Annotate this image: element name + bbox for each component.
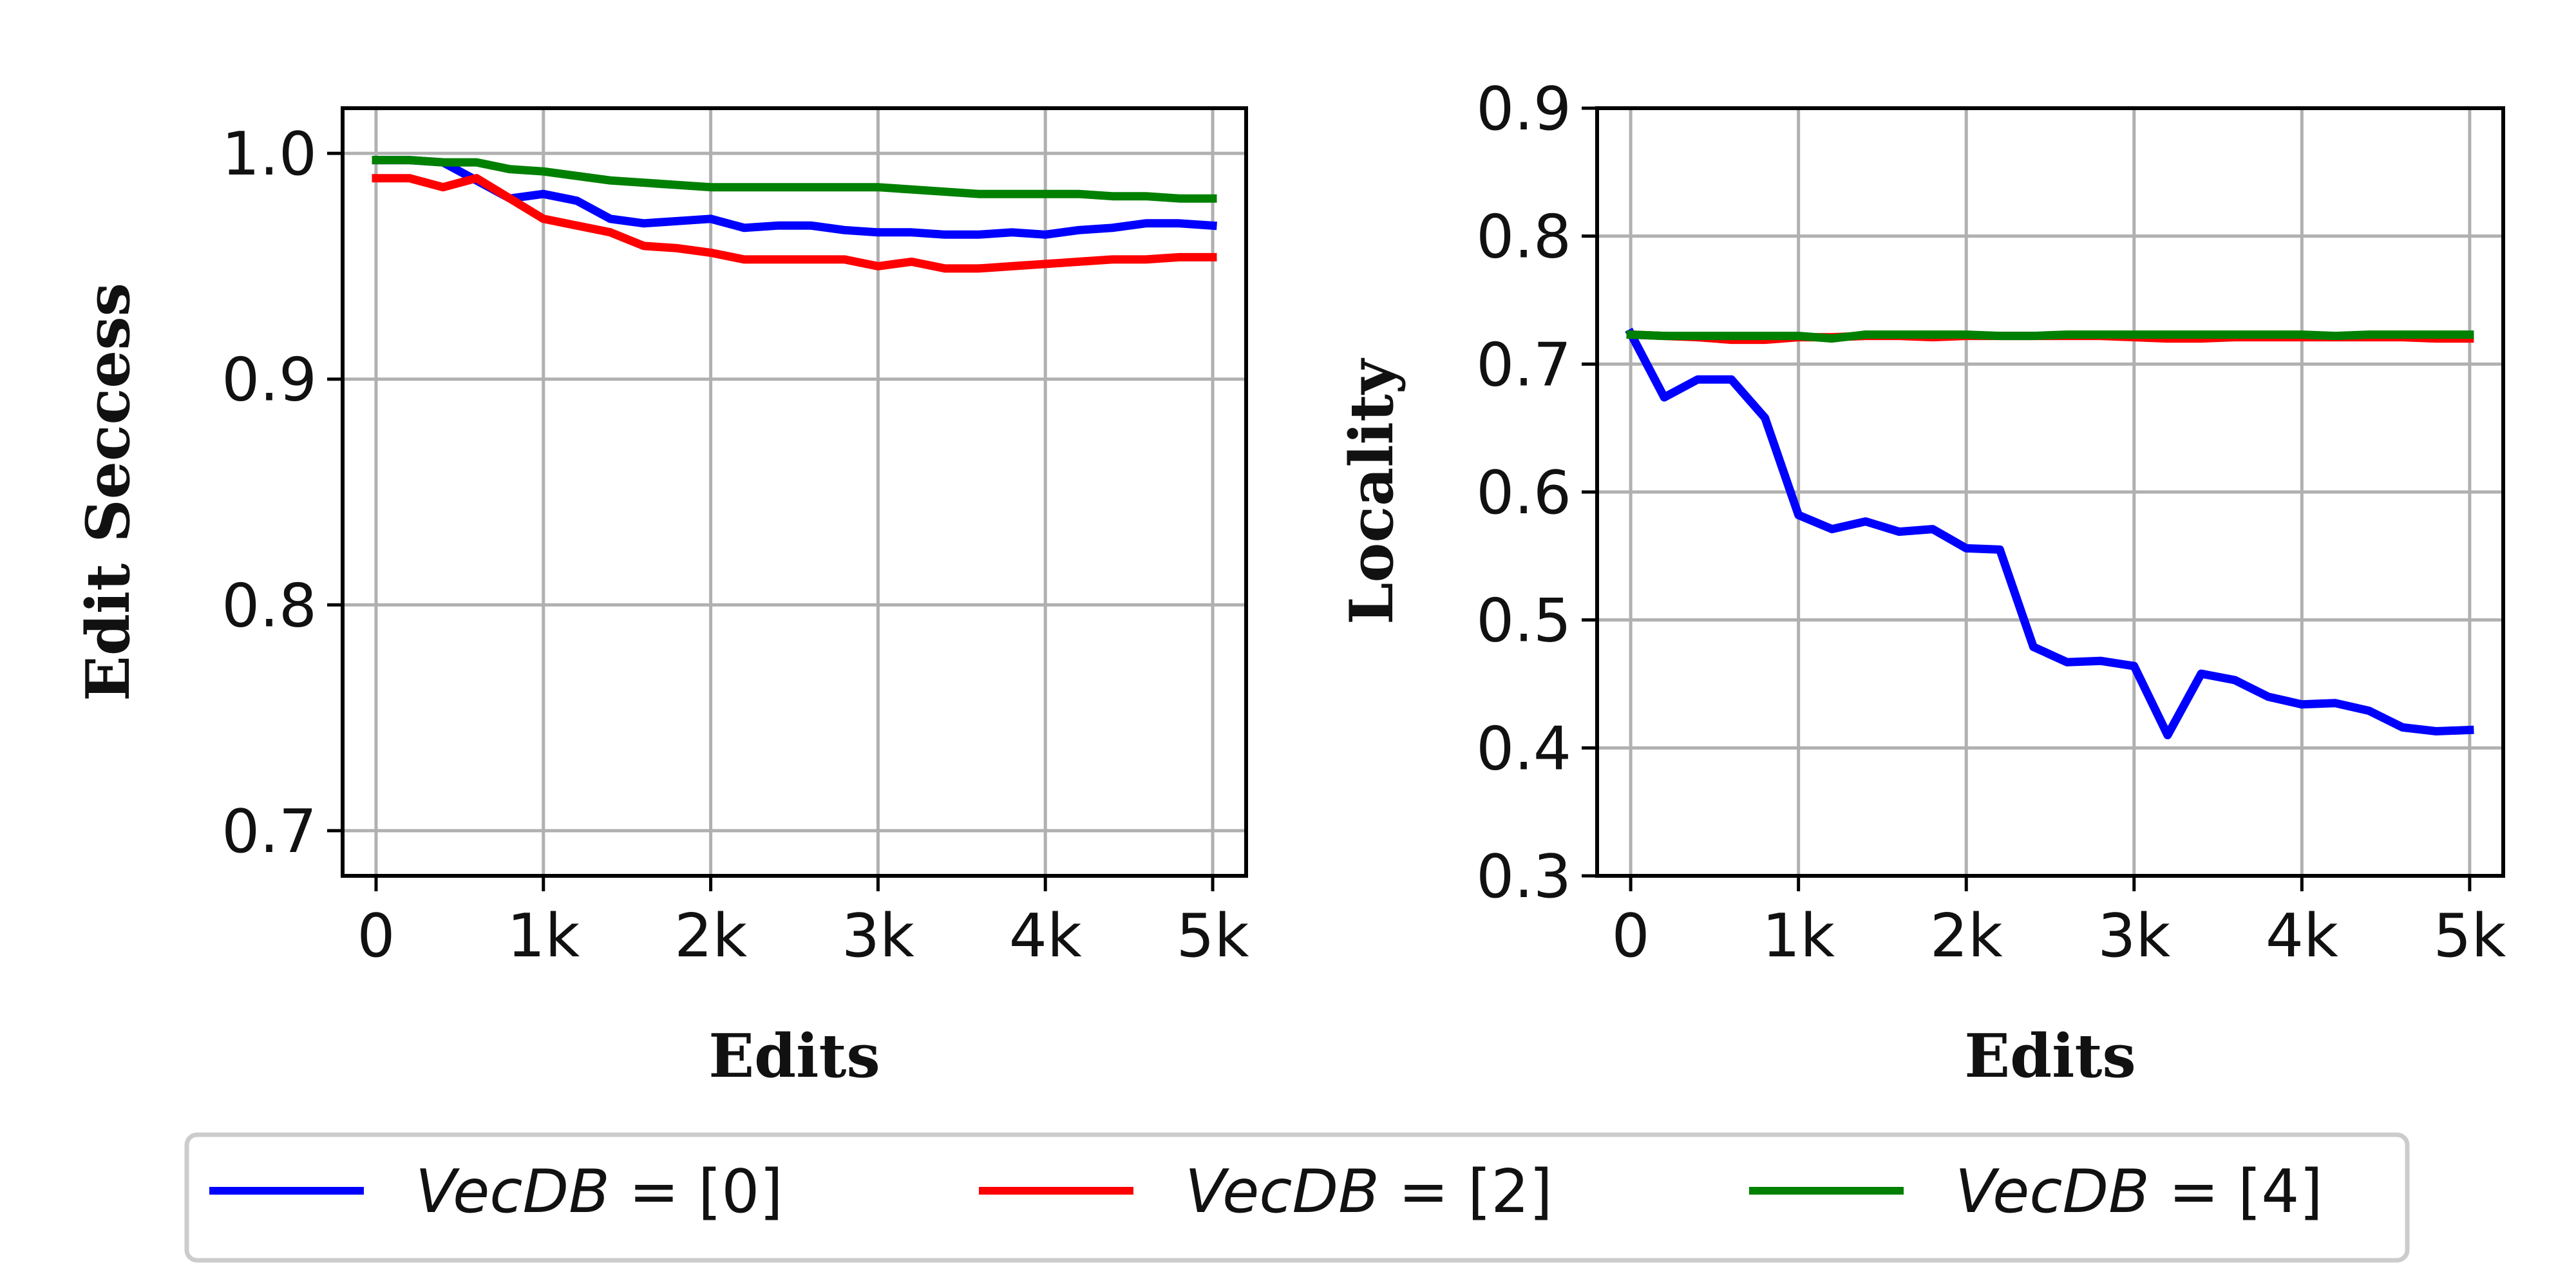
chart1-series-line-vecdb-4 [1626, 330, 2474, 343]
chart1-series-line-vecdb-0 [1625, 327, 2474, 739]
chart1-y-tick-label: 0.7 [1476, 330, 1571, 399]
chart0-y-tick-label: 1.0 [222, 119, 317, 189]
chart0-x-tick-label: 0 [357, 901, 395, 971]
chart1-y-axis-title: Locality [1336, 357, 1406, 625]
edit-success-chart: 0 1k 2k 3k 4k 5k 0.7 0.8 0.9 1.0 Edits Edit Seccess [73, 106, 1249, 1091]
chart0-y-axis-title: Edit Seccess [73, 283, 143, 701]
chart0-x-tick-label: 1k [507, 901, 580, 971]
chart1-x-tick-label: 0 [1612, 901, 1650, 971]
chart0-series-line-vecdb-2 [372, 174, 1217, 273]
chart0-x-axis-title: Edits [708, 1021, 880, 1091]
chart1-y-tick-label: 0.5 [1476, 586, 1571, 656]
chart1-y-tick-label: 0.4 [1476, 714, 1571, 783]
chart1-x-tick-label: 4k [2266, 901, 2338, 971]
chart1-y-tick-label: 0.8 [1476, 202, 1571, 272]
chart0-x-tick-label: 2k [674, 901, 747, 971]
chart0-x-tick-label: 3k [842, 901, 914, 971]
chart1-x-axis-title: Edits [1964, 1021, 2136, 1091]
chart0-y-tick-label: 0.8 [222, 571, 317, 640]
legend-label-vecdb-4: VecDB = [4] [1955, 1157, 2323, 1226]
chart0-series-line-vecdb-4 [372, 156, 1217, 203]
legend-label-vecdb-0: VecDB = [0] [415, 1157, 783, 1226]
chart0-x-tick-label: 5k [1177, 901, 1249, 971]
chart0-y-tick-label: 0.9 [222, 345, 317, 415]
chart1-x-tick-label: 3k [2098, 901, 2170, 971]
legend: VecDB = [0] VecDB = [2] VecDB = [4] [184, 1132, 2410, 1263]
legend-frame [184, 1132, 2410, 1263]
chart1-x-tick-label: 1k [1762, 901, 1835, 971]
chart1-y-tick-label: 0.9 [1476, 74, 1571, 144]
chart0-y-tick-label: 0.7 [222, 797, 317, 866]
chart1-y-tick-label: 0.6 [1476, 458, 1571, 527]
chart1-x-tick-label: 2k [1930, 901, 2003, 971]
chart0-x-tick-label: 4k [1009, 901, 1082, 971]
chart0-plot-frame [341, 106, 1248, 878]
legend-label-vecdb-2: VecDB = [2] [1185, 1157, 1553, 1226]
chart1-x-tick-label: 5k [2433, 901, 2506, 971]
chart1-y-tick-label: 0.3 [1476, 842, 1571, 911]
locality-chart: 0 1k 2k 3k 4k 5k 0.3 0.4 0.5 0.6 0.7 0.8 0.9 Edits Loc… [1336, 74, 2506, 1091]
